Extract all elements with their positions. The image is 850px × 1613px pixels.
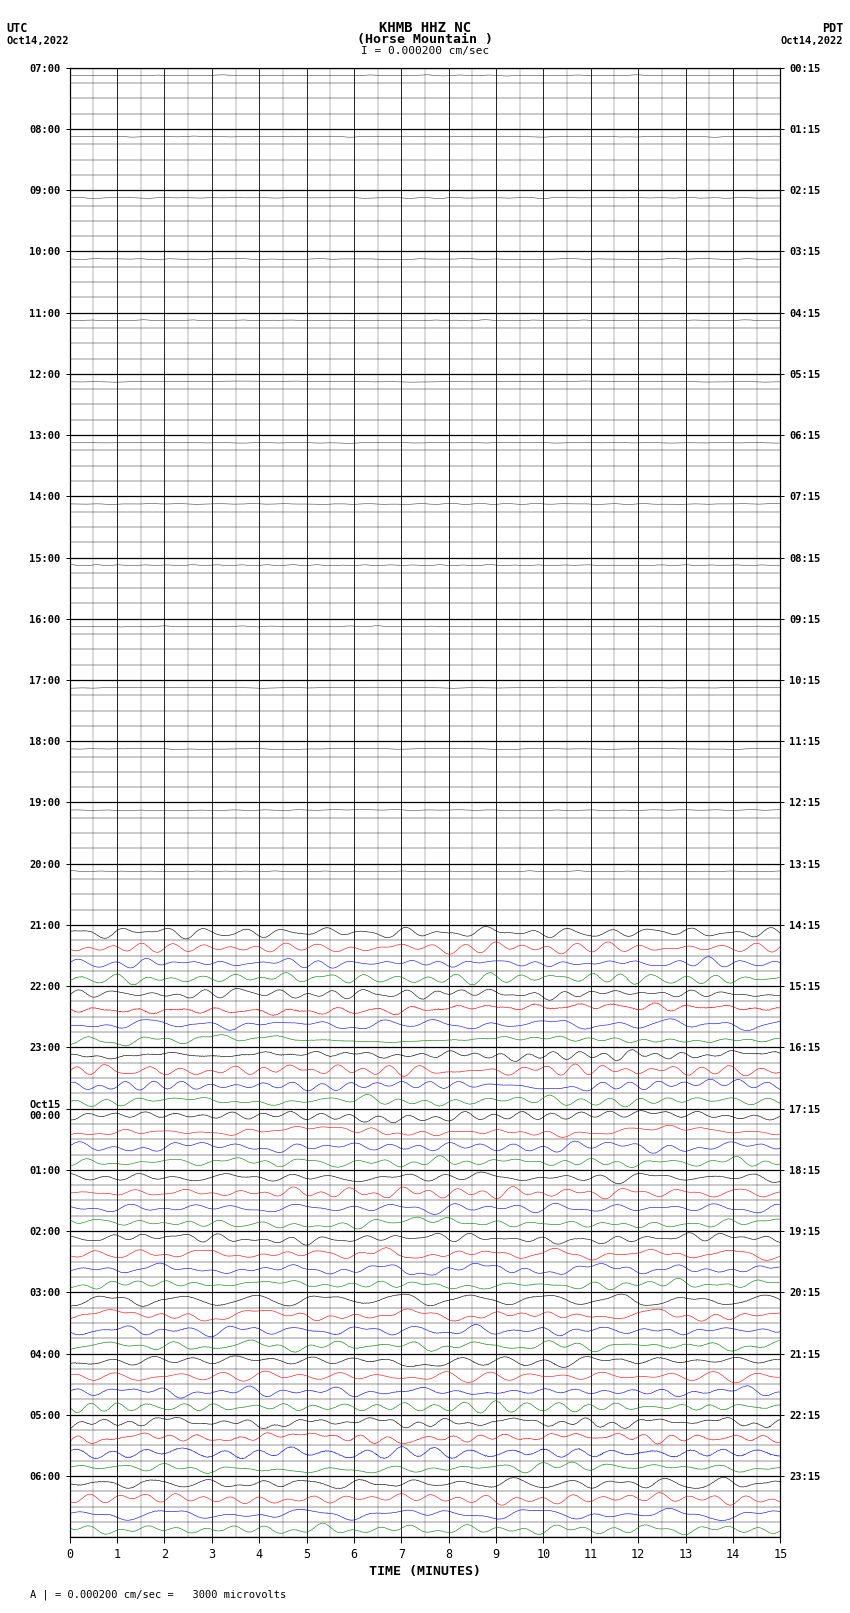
Text: = 0.000200 cm/sec =   3000 microvolts: = 0.000200 cm/sec = 3000 microvolts [55, 1590, 286, 1600]
Text: KHMB HHZ NC: KHMB HHZ NC [379, 21, 471, 35]
Text: UTC: UTC [7, 21, 28, 35]
X-axis label: TIME (MINUTES): TIME (MINUTES) [369, 1565, 481, 1578]
Text: I = 0.000200 cm/sec: I = 0.000200 cm/sec [361, 45, 489, 56]
Text: A |: A | [30, 1589, 48, 1600]
Text: PDT: PDT [822, 21, 843, 35]
Text: (Horse Mountain ): (Horse Mountain ) [357, 32, 493, 45]
Text: Oct14,2022: Oct14,2022 [7, 35, 70, 45]
Text: Oct14,2022: Oct14,2022 [780, 35, 843, 45]
